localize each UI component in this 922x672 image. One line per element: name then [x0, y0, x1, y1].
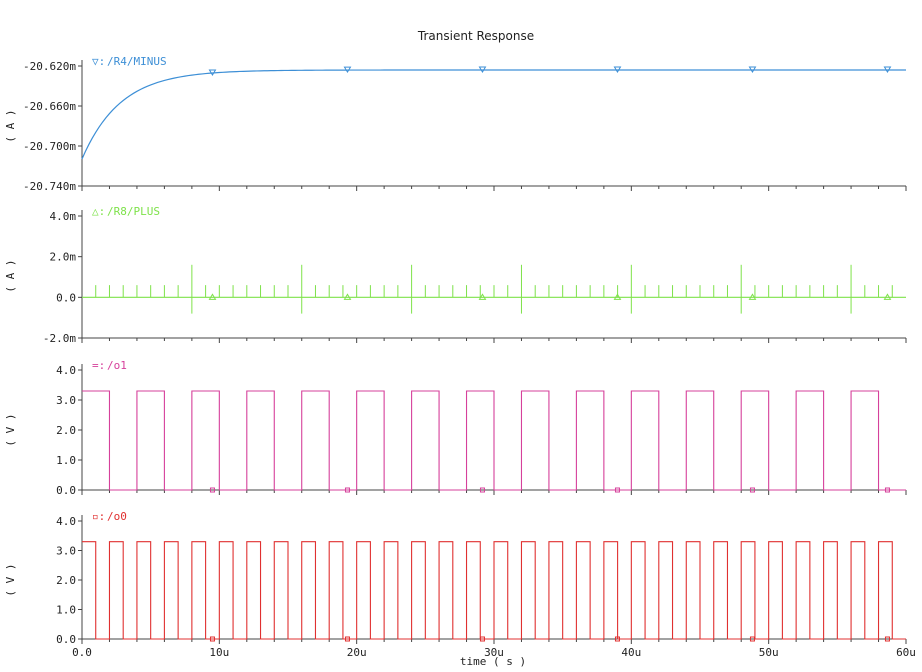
x-tick-label: 10u [209, 646, 229, 659]
y-axis-label: ( V ) [4, 413, 17, 446]
series-marker [884, 487, 890, 493]
series-marker [343, 66, 352, 74]
y-tick-label: 4.0 [56, 364, 76, 377]
y-axis-label: ( A ) [4, 259, 17, 292]
series-marker [613, 293, 622, 300]
series-marker [478, 293, 487, 300]
series-marker [479, 636, 485, 642]
panel-4: 4.0 3.0 2.0 1.0 0.0 ( V ) ▫:/o0 [4, 510, 907, 646]
series-marker [748, 66, 757, 73]
series-marker [614, 487, 620, 493]
y-tick-label: 0.0 [56, 484, 76, 497]
series-marker [749, 487, 755, 493]
y-tick-label: 2.0 [56, 424, 76, 437]
y-tick-label: -2.0m [43, 332, 76, 345]
series-marker [479, 487, 485, 493]
series-marker [209, 636, 215, 642]
series-marker [883, 293, 892, 300]
legend-series-name: /R8/PLUS [107, 205, 160, 218]
x-tick-label: 40u [621, 646, 641, 659]
series-marker [884, 636, 890, 642]
time-axis: 0.0 10u 20u 30u 40u 50u 60u [72, 646, 916, 659]
series-marker [613, 66, 622, 73]
series-marker [614, 636, 620, 642]
y-tick-label: 3.0 [56, 545, 76, 558]
y-tick-label: -20.660m [23, 100, 76, 113]
series-marker [478, 66, 487, 73]
y-tick-label: 2.0m [50, 251, 77, 264]
y-tick-label: 0.0 [56, 633, 76, 646]
y-axis-label: ( A ) [4, 109, 17, 142]
series-line [81, 69, 906, 160]
legend-series-name: /o0 [107, 510, 127, 523]
y-axis-label: ( V ) [4, 563, 17, 596]
x-tick-label: 50u [759, 646, 779, 659]
series-marker [208, 293, 217, 300]
series-line [82, 390, 906, 491]
series-marker [209, 487, 215, 493]
legend-series-name: /o1 [107, 359, 127, 372]
y-tick-label: 3.0 [56, 394, 76, 407]
panel-3: 4.0 3.0 2.0 1.0 0.0 ( V ) =:/o1 [4, 359, 907, 497]
y-tick-label: 0.0 [56, 291, 76, 304]
series-marker [344, 487, 350, 493]
y-tick-label: 4.0 [56, 515, 76, 528]
y-tick-label: 1.0 [56, 454, 76, 467]
chart-title: Transient Response [417, 29, 534, 43]
x-tick-label: 60u [896, 646, 916, 659]
panel-1: -20.620m -20.660m -20.700m -20.740m ( A ) ▽: /… [4, 55, 907, 193]
y-tick-label: 2.0 [56, 574, 76, 587]
y-tick-label: -20.620m [23, 60, 76, 73]
y-tick-label: -20.700m [23, 140, 76, 153]
x-tick-label: 30u [484, 646, 504, 659]
legend-marker: ▽: [92, 55, 105, 68]
panel-2: 4.0m 2.0m 0.0 -2.0m ( A ) △:/R8/PLUS [4, 205, 907, 345]
x-tick-label: 0.0 [72, 646, 92, 659]
legend-marker: =: [92, 359, 105, 372]
series-marker [748, 293, 757, 300]
legend-marker: ▫: [92, 510, 105, 523]
waveform-panels: -20.620m-20.660m-20.700m-20.740m( A )▽: /… [4, 55, 907, 646]
series-marker [343, 293, 352, 300]
series-line [82, 541, 906, 640]
legend-series-name: /R4/MINUS [107, 55, 167, 68]
y-tick-label: 1.0 [56, 604, 76, 617]
x-tick-label: 20u [347, 646, 367, 659]
y-tick-label: -20.740m [23, 180, 76, 193]
y-tick-label: 4.0m [50, 210, 77, 223]
series-marker [749, 636, 755, 642]
x-axis-label: time ( s ) [460, 655, 526, 668]
series-marker [883, 66, 892, 73]
series-marker [344, 636, 350, 642]
legend-marker: △: [92, 205, 105, 218]
series-marker [208, 69, 217, 76]
